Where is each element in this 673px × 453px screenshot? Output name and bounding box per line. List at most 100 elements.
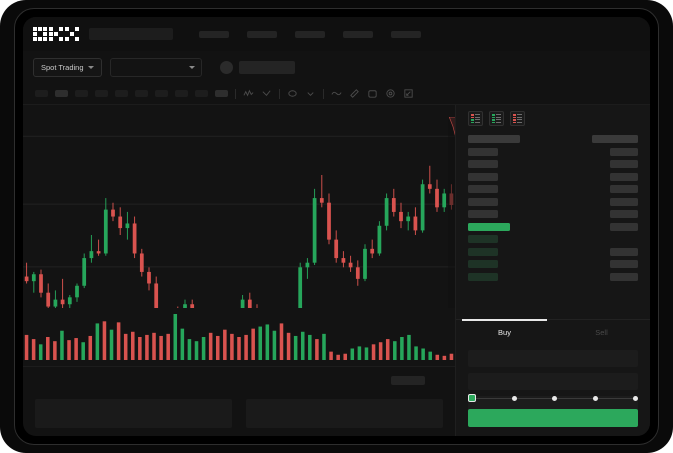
toolbar-divider <box>279 88 280 99</box>
last-price-group <box>219 60 295 74</box>
amount-slider[interactable] <box>468 393 638 403</box>
orderbook-ask-row-5-amount <box>610 197 638 206</box>
orderbook-ask-row-6-price <box>468 210 498 218</box>
timeframe-8[interactable] <box>175 90 188 97</box>
orderbook-ask-row-2-amount <box>610 160 638 168</box>
market-stats-secondary <box>504 66 638 69</box>
stat-5 <box>608 66 638 69</box>
orderbook-bid-row-3[interactable] <box>468 260 638 268</box>
search-input[interactable] <box>89 28 173 40</box>
orderbook-ask-row-1-price <box>468 147 498 156</box>
volume-histogram-canvas <box>24 314 454 360</box>
orderbook-bid-row-4-amount <box>610 272 638 281</box>
tab-sell[interactable]: Sell <box>595 328 608 337</box>
market-stats <box>317 66 399 69</box>
nav-item-1[interactable] <box>199 30 229 38</box>
logo-glyph-x <box>65 27 79 41</box>
orderbook-mode-asks[interactable] <box>510 111 525 126</box>
volume-histogram <box>23 308 455 366</box>
orderbook-header-amount <box>592 135 638 143</box>
orderbook-bid-row-1[interactable] <box>468 235 638 243</box>
orderbook-ask-row-4[interactable] <box>468 185 638 193</box>
fullscreen-icon[interactable] <box>403 88 414 99</box>
stat-1 <box>317 66 347 69</box>
slider-handle[interactable] <box>468 394 476 402</box>
alert-icon[interactable] <box>287 88 298 99</box>
orderbook-bid-row-3-price <box>468 260 498 268</box>
orderbook-mode-bids[interactable] <box>489 111 504 126</box>
nav-items <box>199 30 421 38</box>
slider-stop-100[interactable] <box>633 395 638 401</box>
timeframe-5[interactable] <box>115 90 128 97</box>
orderbook-bid-row-2[interactable] <box>468 247 638 256</box>
orderbook-bid-row-1-price <box>468 235 498 243</box>
stat-2 <box>369 66 399 69</box>
timeframe-9[interactable] <box>195 90 208 97</box>
last-price-value <box>238 60 295 74</box>
nav-item-5[interactable] <box>391 30 421 38</box>
orderbook-ask-row-5[interactable] <box>468 197 638 206</box>
orderbook-ask-row-6-amount <box>610 210 638 218</box>
orderbook-spread-row[interactable] <box>468 222 638 231</box>
orderbook-view-modes <box>456 105 650 132</box>
bottom-panel-right[interactable] <box>246 399 443 428</box>
okx-logo[interactable] <box>33 27 79 41</box>
spot-trading-dropdown[interactable]: Spot Trading <box>33 57 102 77</box>
orderbook-mode-both[interactable] <box>468 111 483 126</box>
bottom-tab-actions <box>391 376 441 385</box>
ruler-icon[interactable] <box>349 88 360 99</box>
camera-icon[interactable] <box>367 88 378 99</box>
timeframe-3[interactable] <box>75 90 88 97</box>
stat-3 <box>504 66 534 69</box>
orderbook-bid-row-3-amount <box>610 260 638 268</box>
bottom-panel-left[interactable] <box>35 399 232 428</box>
device-bezel: Spot Trading <box>14 8 659 445</box>
submit-order-button[interactable] <box>468 409 638 427</box>
orderbook-ask-row-3[interactable] <box>468 172 638 181</box>
order-price-field[interactable] <box>468 350 638 367</box>
trading-pair-select[interactable] <box>109 57 202 77</box>
top-navigation-bar <box>23 17 650 51</box>
orderbook-ask-row-4-amount <box>610 185 638 193</box>
orderbook-ask-row-1[interactable] <box>468 147 638 156</box>
tab-buy[interactable]: Buy <box>456 319 553 344</box>
slider-stop-75[interactable] <box>592 395 598 401</box>
timeframe-7[interactable] <box>155 90 168 97</box>
orderbook-ask-row-2-price <box>468 160 498 168</box>
nav-item-4[interactable] <box>343 30 373 38</box>
orderbook-ask-row-5-price <box>468 197 498 206</box>
compare-icon[interactable] <box>261 88 272 99</box>
settings-icon[interactable] <box>385 88 396 99</box>
orderbook-spread-row-amount <box>610 222 638 231</box>
chevron-down-icon <box>188 65 195 69</box>
chevron-down-icon[interactable] <box>305 88 316 99</box>
logo-glyph-o <box>33 27 47 41</box>
order-amount-field[interactable] <box>468 373 638 390</box>
stat-4 <box>556 66 586 69</box>
orderbook-ask-row-3-amount <box>610 172 638 181</box>
timeframe-4[interactable] <box>95 90 108 97</box>
orderbook-header[interactable] <box>468 135 638 143</box>
toolbar-divider <box>323 88 324 99</box>
orderbook-header-price <box>468 135 520 143</box>
orderbook-ask-row-2[interactable] <box>468 160 638 168</box>
orderbook-bid-row-2-price <box>468 247 498 256</box>
timeframe-10[interactable] <box>215 90 228 97</box>
slider-stop-50[interactable] <box>552 395 557 401</box>
nav-item-2[interactable] <box>247 30 277 38</box>
orderbook-bid-row-2-amount <box>610 247 638 256</box>
bottom-action-1[interactable] <box>391 376 425 385</box>
order-book[interactable] <box>456 132 650 317</box>
timeframe-6[interactable] <box>135 90 148 97</box>
slider-stop-25[interactable] <box>511 395 517 401</box>
line-chart-icon[interactable] <box>331 88 342 99</box>
orderbook-bid-row-4[interactable] <box>468 272 638 281</box>
timeframe-2[interactable] <box>55 90 68 97</box>
orderbook-ask-row-6[interactable] <box>468 210 638 218</box>
indicator-icon[interactable] <box>243 88 254 99</box>
buy-sell-tabs: Buy Sell <box>456 319 650 344</box>
bottom-panels <box>23 394 455 436</box>
nav-item-3[interactable] <box>295 30 325 38</box>
timeframe-1[interactable] <box>35 90 48 97</box>
